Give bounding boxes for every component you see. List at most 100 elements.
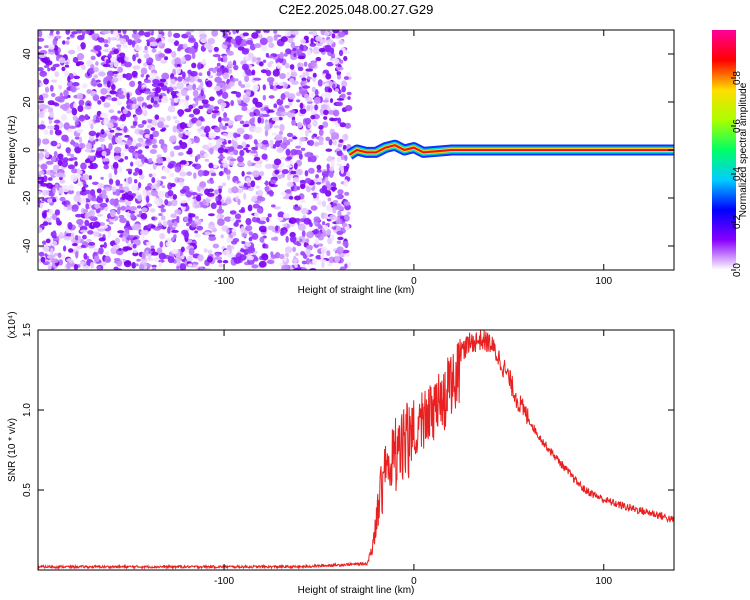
noise-speck xyxy=(95,61,99,66)
noise-speck xyxy=(122,246,129,252)
noise-speck xyxy=(77,104,84,112)
noise-speck xyxy=(133,179,138,184)
noise-speck xyxy=(339,266,346,270)
noise-speck xyxy=(287,173,291,181)
noise-speck xyxy=(200,37,208,44)
noise-speck xyxy=(54,129,62,136)
noise-speck xyxy=(48,119,53,125)
noise-speck xyxy=(134,160,142,166)
noise-speck xyxy=(334,88,340,93)
noise-speck xyxy=(291,119,296,126)
noise-speck xyxy=(188,75,196,83)
noise-speck xyxy=(315,56,322,62)
noise-speck xyxy=(64,102,70,110)
noise-speck xyxy=(338,39,345,45)
noise-speck xyxy=(266,35,274,43)
noise-speck xyxy=(320,93,325,98)
noise-speck xyxy=(72,157,78,161)
noise-speck xyxy=(241,141,247,147)
noise-speck xyxy=(172,115,178,120)
noise-speck xyxy=(213,106,220,111)
noise-speck xyxy=(309,104,314,112)
noise-speck xyxy=(122,108,128,115)
noise-speck xyxy=(83,252,88,260)
noise-speck xyxy=(179,122,187,130)
colorbar-label: Normalized spectral amplitude xyxy=(738,82,749,217)
noise-speck xyxy=(84,148,92,153)
noise-speck xyxy=(307,124,312,129)
noise-speck xyxy=(62,40,66,45)
noise-speck xyxy=(336,156,342,163)
noise-speck xyxy=(279,253,285,260)
noise-speck xyxy=(332,109,340,117)
noise-speck xyxy=(334,255,341,263)
noise-speck xyxy=(343,76,350,80)
noise-speck xyxy=(231,186,239,194)
noise-speck xyxy=(199,266,204,270)
noise-speck xyxy=(222,162,229,168)
noise-speck xyxy=(209,147,214,155)
noise-speck xyxy=(119,38,127,45)
noise-speck xyxy=(320,212,326,219)
noise-speck xyxy=(251,170,260,178)
noise-speck xyxy=(101,189,107,196)
noise-speck xyxy=(72,115,78,121)
noise-speck xyxy=(52,230,57,237)
noise-speck xyxy=(288,102,293,107)
noise-speck xyxy=(191,62,197,69)
noise-speck xyxy=(218,116,222,123)
noise-speck xyxy=(95,208,101,214)
noise-speck xyxy=(170,78,176,85)
noise-speck xyxy=(158,94,163,99)
noise-speck xyxy=(337,236,344,241)
noise-speck xyxy=(213,46,219,52)
noise-speck xyxy=(187,263,193,267)
noise-speck xyxy=(61,160,69,168)
noise-speck xyxy=(252,203,261,209)
noise-speck xyxy=(111,97,118,102)
noise-speck xyxy=(317,224,323,229)
noise-speck xyxy=(85,203,90,210)
noise-speck xyxy=(234,213,242,220)
noise-speck xyxy=(334,195,341,198)
snr-xtick-label: 0 xyxy=(411,576,417,587)
noise-speck xyxy=(84,105,92,110)
noise-speck xyxy=(251,56,258,63)
noise-speck xyxy=(197,169,204,177)
noise-speck xyxy=(63,122,70,130)
noise-speck xyxy=(107,96,112,101)
noise-speck xyxy=(272,144,277,149)
noise-speck xyxy=(50,79,58,83)
noise-speck xyxy=(290,71,298,77)
noise-speck xyxy=(144,90,152,95)
noise-speck xyxy=(103,102,111,108)
noise-speck xyxy=(280,93,286,101)
noise-speck xyxy=(284,62,290,69)
noise-speck xyxy=(67,164,75,170)
noise-speck xyxy=(324,225,329,231)
noise-speck xyxy=(229,158,237,162)
noise-speck xyxy=(220,234,224,239)
noise-speck xyxy=(58,57,66,64)
noise-speck xyxy=(229,210,237,215)
noise-speck xyxy=(124,199,132,206)
noise-speck xyxy=(132,249,138,254)
noise-speck xyxy=(119,52,126,58)
noise-speck xyxy=(133,223,142,231)
noise-speck xyxy=(167,30,172,38)
noise-speck xyxy=(146,57,154,65)
noise-speck xyxy=(337,189,344,195)
noise-speck xyxy=(274,82,279,87)
noise-speck xyxy=(52,164,60,172)
noise-speck xyxy=(229,216,237,222)
noise-speck xyxy=(285,148,291,156)
noise-speck xyxy=(326,222,330,226)
noise-speck xyxy=(222,132,228,137)
snr-xtick-label: -100 xyxy=(214,576,234,587)
noise-speck xyxy=(265,69,272,77)
noise-speck xyxy=(316,169,322,173)
noise-speck xyxy=(61,134,69,142)
noise-speck xyxy=(213,85,221,92)
noise-speck xyxy=(271,132,277,136)
noise-speck xyxy=(70,85,77,93)
